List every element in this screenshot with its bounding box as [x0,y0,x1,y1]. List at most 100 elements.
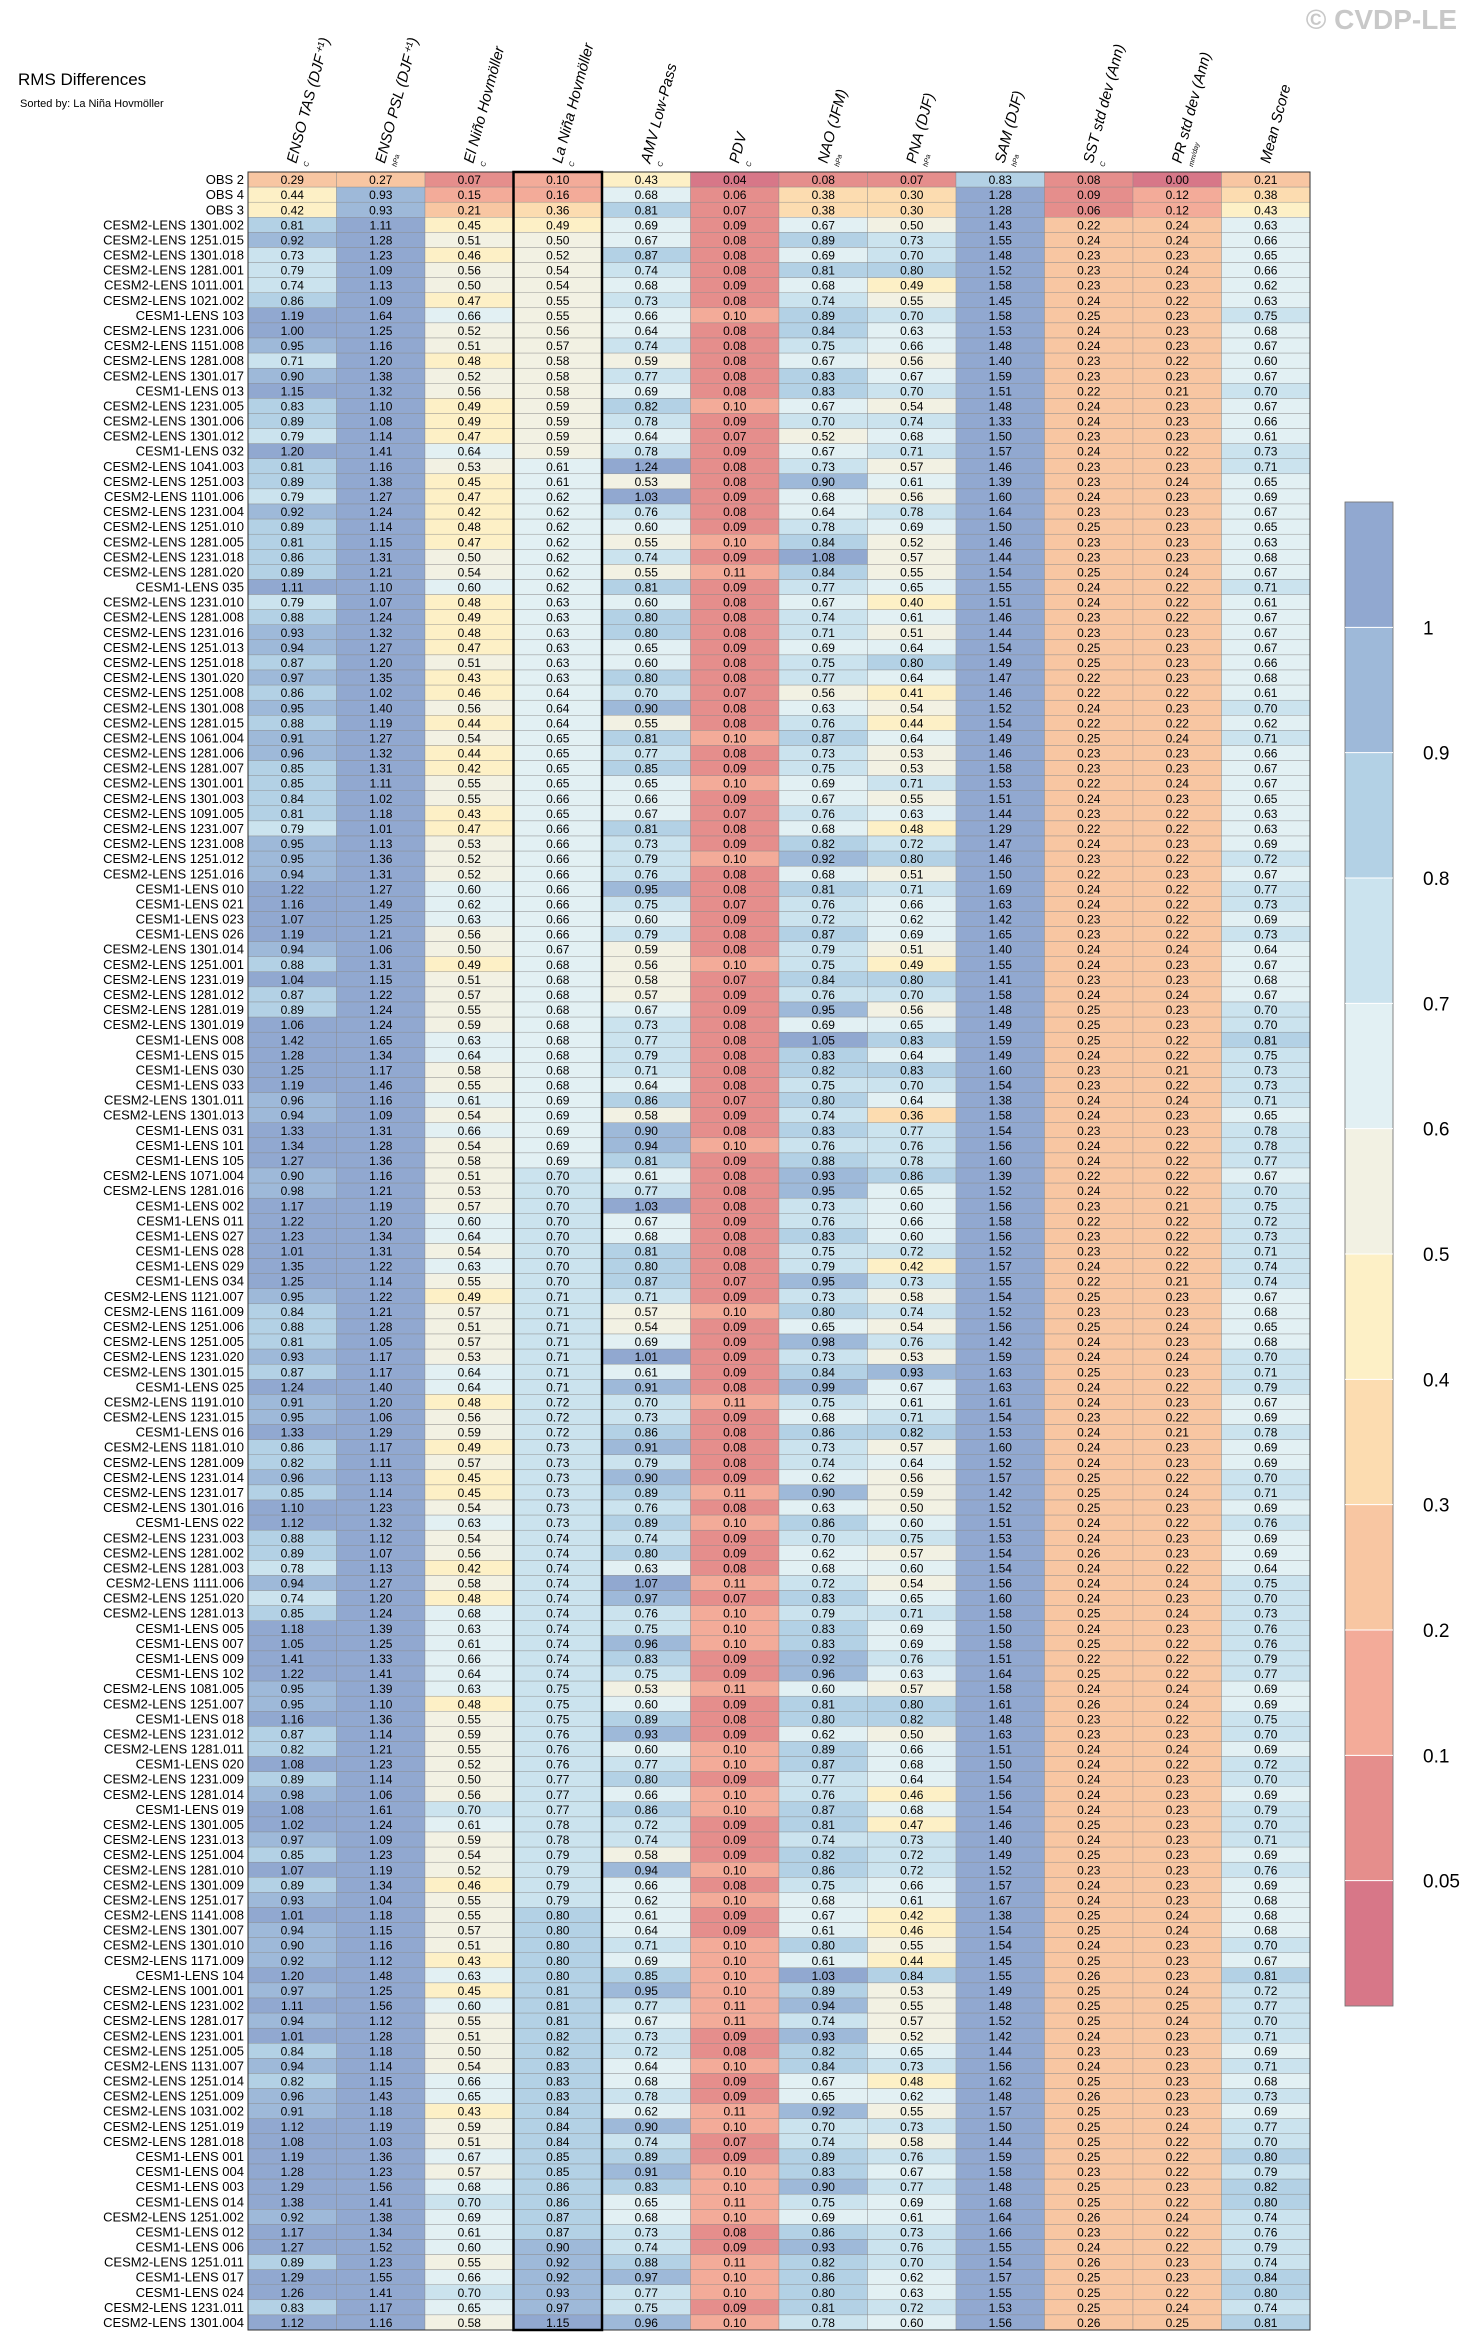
row-label: CESM2-LENS 1231.019 [103,972,244,987]
cell-value: 0.25 [1077,565,1101,579]
cell-value: 0.84 [900,1969,924,1983]
cell-value: 0.68 [900,430,924,444]
cell-value: 0.07 [723,686,747,700]
cell-value: 0.73 [900,2120,924,2134]
cell-value: 0.70 [1254,701,1278,715]
cell-value: 0.72 [812,913,836,927]
cell-value: 0.73 [812,1441,836,1455]
cell-value: 0.09 [723,2090,747,2104]
cell-value: 0.91 [281,1395,305,1409]
cell-value: 0.08 [723,324,747,338]
cell-value: 0.70 [1254,1773,1278,1787]
cell-value: 0.72 [900,837,924,851]
cell-value: 0.72 [546,1395,570,1409]
cell-value: 0.84 [281,1305,305,1319]
row-label: CESM1-LENS 002 [136,1198,244,1213]
cell-value: 0.66 [900,1878,924,1892]
cell-value: 1.36 [369,1712,393,1726]
cell-value: 0.70 [812,2120,836,2134]
cell-value: 0.80 [635,1773,659,1787]
cell-value: 0.25 [1077,1365,1101,1379]
cell-value: 0.73 [900,2059,924,2073]
cell-value: 0.81 [546,1984,570,1998]
cell-value: 0.22 [1077,822,1101,836]
cell-value: 0.43 [458,1954,482,1968]
cell-value: 0.24 [1166,565,1190,579]
cell-value: 1.55 [989,233,1013,247]
cell-value: 0.68 [546,958,570,972]
cell-value: 0.70 [546,1275,570,1289]
cell-value: 0.23 [1166,1546,1190,1560]
cell-value: 0.23 [1166,399,1190,413]
cell-value: 0.72 [546,1426,570,1440]
cell-value: 0.69 [1254,837,1278,851]
cell-value: 0.71 [635,1063,659,1077]
row-label: OBS 2 [206,172,244,187]
cell-value: 0.51 [458,1320,482,1334]
cell-value: 0.25 [1077,1607,1101,1621]
cell-value: 0.77 [635,1184,659,1198]
cell-value: 1.19 [369,1863,393,1877]
cell-value: 0.64 [635,430,659,444]
cell-value: 1.16 [369,1094,393,1108]
heatmap-frame [247,171,1311,2331]
cell-value: 0.23 [1166,1501,1190,1515]
cell-value: 0.91 [281,731,305,745]
cell-value: 0.09 [723,1818,747,1832]
cell-value: 0.22 [1166,897,1190,911]
cell-value: 1.34 [369,1048,393,1062]
cell-value: 0.10 [723,535,747,549]
column-header: SAM (DJF)hPa [992,89,1028,168]
cell-value: 0.66 [1254,747,1278,761]
cell-value: 0.24 [1077,1893,1101,1907]
cell-value: 0.88 [635,2256,659,2270]
cell-value: 0.90 [812,2180,836,2194]
cell-value: 0.23 [1166,460,1190,474]
cell-value: 0.77 [1254,1999,1278,2013]
cell-value: 0.70 [1254,1018,1278,1032]
cell-value: 0.88 [812,1154,836,1168]
row-label: CESM1-LENS 010 [136,881,244,896]
cell-value: 0.74 [812,611,836,625]
cell-value: 1.24 [369,611,393,625]
cell-value: 0.62 [546,520,570,534]
cell-value: 0.71 [1254,460,1278,474]
cell-value: 0.24 [1077,2241,1101,2255]
cell-value: 0.09 [723,1848,747,1862]
cell-value: 0.57 [458,1924,482,1938]
row-label: CESM2-LENS 1281.012 [103,987,244,1002]
cell-value: 0.25 [1077,1003,1101,1017]
cell-value: 0.94 [635,1139,659,1153]
cell-value: 1.41 [281,1652,305,1666]
cell-value: 0.59 [635,943,659,957]
cell-value: 0.80 [635,1546,659,1560]
row-label: CESM1-LENS 029 [136,1259,244,1274]
cell-value: 0.23 [1077,1245,1101,1259]
cell-value: 0.86 [812,1426,836,1440]
cell-value: 0.24 [1077,1516,1101,1530]
cell-value: 1.02 [369,792,393,806]
cell-value: 0.81 [281,460,305,474]
cell-value: 0.22 [1166,2241,1190,2255]
cell-value: 0.94 [281,1924,305,1938]
cell-value: 0.77 [1254,882,1278,896]
cell-value: 0.62 [1254,716,1278,730]
cell-value: 1.16 [369,1939,393,1953]
cell-value: 0.73 [281,249,305,263]
cell-value: 0.81 [546,2014,570,2028]
cell-value: 0.89 [281,1546,305,1560]
cell-value: 0.61 [1254,596,1278,610]
cell-value: 0.97 [546,2301,570,2315]
cell-value: 0.10 [723,1969,747,1983]
cell-value: 0.09 [723,1350,747,1364]
cell-value: 1.59 [989,1350,1013,1364]
cell-value: 0.00 [1166,173,1190,187]
cell-value: 1.12 [369,2014,393,2028]
cell-value: 1.24 [369,505,393,519]
colorbar-tick-label: 0.3 [1423,1496,1449,1517]
cell-value: 1.58 [989,1637,1013,1651]
cell-value: 0.23 [1166,1109,1190,1123]
cell-value: 1.36 [369,852,393,866]
row-label: CESM2-LENS 1251.018 [103,655,244,670]
cell-value: 1.31 [369,867,393,881]
